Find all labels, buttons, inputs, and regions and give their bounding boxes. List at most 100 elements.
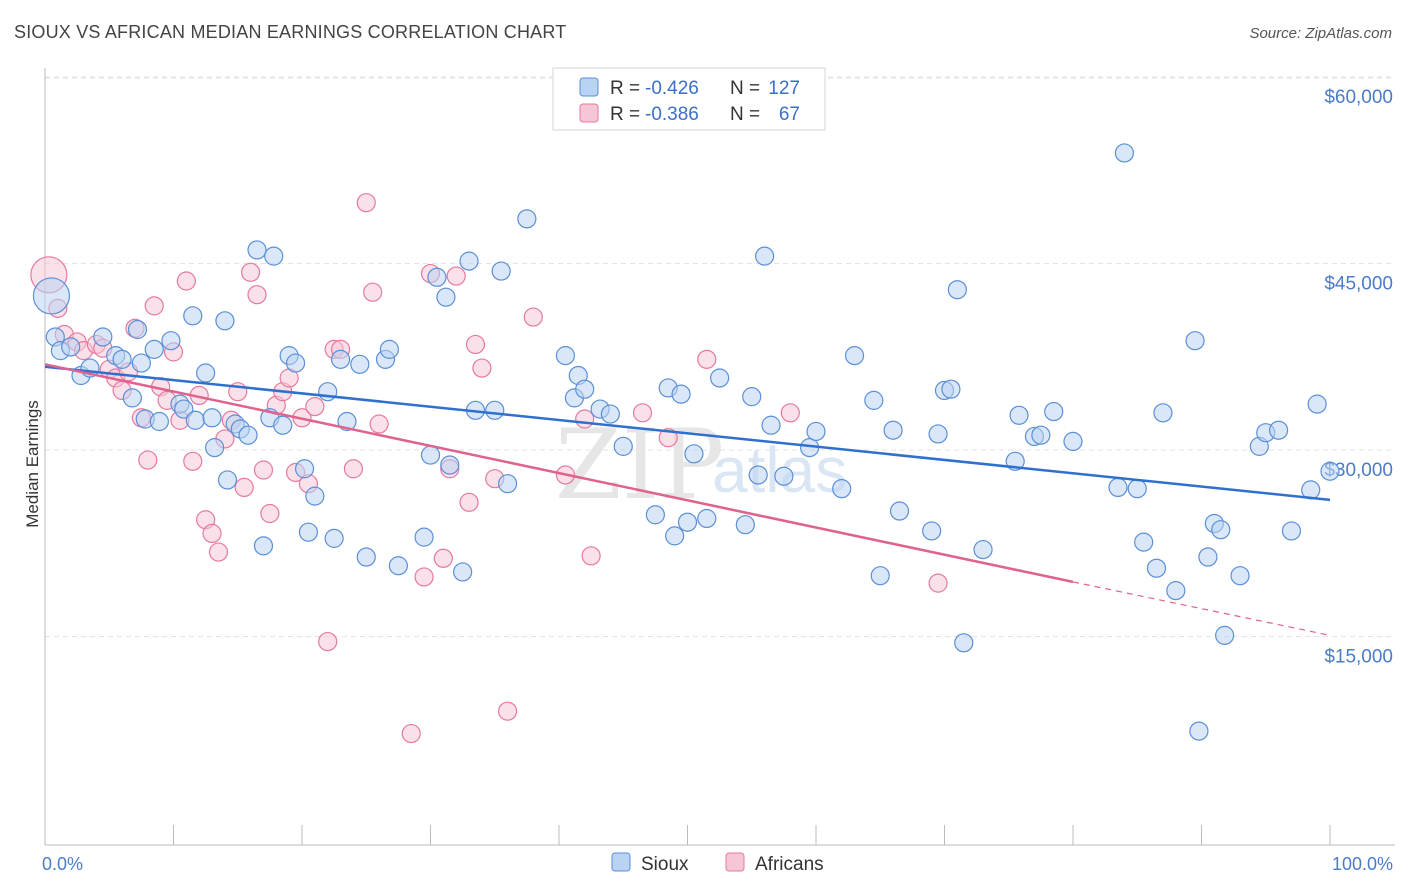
africans-point bbox=[433, 548, 453, 568]
sioux-point bbox=[973, 539, 993, 560]
sioux-point bbox=[485, 400, 505, 420]
sioux-point bbox=[93, 327, 113, 347]
x-tick-label-max: 100.0% bbox=[1332, 854, 1393, 874]
x-tick-labels: 0.0% 100.0% bbox=[42, 854, 1393, 874]
sioux-point bbox=[1044, 401, 1064, 422]
africans-point bbox=[446, 266, 466, 286]
sioux-point bbox=[1114, 143, 1135, 163]
africans-point bbox=[305, 396, 325, 417]
source-credit: Source: ZipAtlas.com bbox=[1249, 25, 1392, 42]
bottom-legend: Sioux Africans bbox=[611, 852, 824, 875]
africans-point bbox=[356, 193, 376, 213]
bottom-legend-africans-label: Africans bbox=[755, 854, 824, 875]
sioux-point bbox=[453, 562, 473, 582]
y-tick-label: $15,000 bbox=[1324, 647, 1393, 668]
africans-point bbox=[498, 701, 518, 721]
sioux-point bbox=[1230, 566, 1250, 586]
sioux-point bbox=[253, 536, 274, 556]
africans-point bbox=[369, 414, 389, 434]
sioux-point bbox=[947, 280, 967, 300]
sioux-point bbox=[131, 353, 151, 373]
sioux-point bbox=[517, 209, 537, 229]
sioux-point bbox=[1268, 420, 1289, 440]
legend-sioux-swatch bbox=[579, 77, 599, 97]
sioux-point bbox=[665, 526, 685, 546]
africans-point bbox=[343, 459, 363, 479]
africans-point bbox=[472, 358, 492, 378]
y-tick-label: $30,000 bbox=[1324, 460, 1393, 481]
sioux-point bbox=[613, 436, 633, 456]
sioux-point bbox=[183, 306, 203, 326]
sioux-point bbox=[161, 331, 181, 351]
sioux-point bbox=[928, 424, 948, 444]
sioux-point bbox=[298, 522, 319, 542]
sioux-point bbox=[1281, 521, 1302, 541]
sioux-point bbox=[498, 474, 518, 494]
africans-point bbox=[401, 723, 421, 744]
legend-africans-n-label: N = bbox=[730, 104, 760, 125]
africans-point bbox=[697, 349, 717, 369]
legend-sioux-n-label: N = bbox=[730, 78, 760, 99]
africans-point bbox=[780, 403, 800, 423]
africans-point bbox=[581, 546, 601, 566]
sioux-point bbox=[1134, 532, 1154, 552]
sioux-point bbox=[350, 354, 370, 374]
x-tick-label-min: 0.0% bbox=[42, 854, 83, 874]
legend-box: R = -0.426 N = 127 R = -0.386 N = 67 bbox=[552, 67, 826, 131]
sioux-point bbox=[305, 486, 325, 506]
africans-point bbox=[523, 307, 543, 327]
sioux-point bbox=[32, 277, 71, 315]
sioux-point bbox=[1320, 461, 1340, 481]
sioux-point bbox=[264, 246, 284, 266]
sioux-point bbox=[127, 319, 148, 340]
africans-point bbox=[632, 403, 653, 423]
sioux-point bbox=[459, 251, 479, 271]
africans-point bbox=[928, 573, 948, 593]
sioux-point bbox=[174, 399, 194, 419]
africans-point bbox=[575, 409, 595, 429]
sioux-point bbox=[1189, 721, 1209, 741]
sioux-point bbox=[427, 267, 447, 287]
grid-lines bbox=[45, 76, 1395, 637]
sioux-point bbox=[748, 465, 768, 485]
africans-trend-line bbox=[44, 363, 1074, 584]
sioux-point bbox=[149, 411, 169, 432]
sioux-point bbox=[217, 470, 238, 490]
sioux-point bbox=[1063, 431, 1083, 452]
sioux-point bbox=[671, 384, 691, 404]
sioux-point bbox=[645, 505, 665, 525]
bottom-legend-africans-swatch bbox=[725, 852, 745, 872]
legend-africans-n-value: 67 bbox=[779, 104, 800, 125]
sioux-point bbox=[954, 633, 974, 653]
sioux-point bbox=[185, 410, 205, 430]
sioux-point bbox=[324, 528, 344, 548]
sioux-point bbox=[832, 479, 852, 499]
sioux-point bbox=[1009, 405, 1029, 425]
sioux-point bbox=[883, 420, 903, 440]
sioux-point bbox=[273, 415, 293, 435]
sioux-point bbox=[144, 339, 164, 359]
sioux-point bbox=[414, 527, 434, 547]
sioux-point bbox=[555, 346, 576, 366]
sioux-point bbox=[1108, 477, 1128, 498]
africans-point bbox=[658, 428, 678, 448]
sioux-point bbox=[1307, 394, 1327, 414]
sioux-point bbox=[440, 455, 460, 475]
sioux-point bbox=[889, 501, 910, 521]
africans-point bbox=[241, 262, 261, 282]
sioux-point bbox=[754, 246, 775, 266]
legend-sioux-r-label: R = bbox=[610, 78, 640, 99]
sioux-point bbox=[1153, 403, 1173, 423]
sioux-point bbox=[697, 508, 717, 529]
sioux-point bbox=[420, 445, 441, 465]
africans-point bbox=[465, 334, 486, 355]
sioux-point bbox=[205, 438, 225, 458]
sioux-point bbox=[774, 466, 794, 486]
sioux-trend-line bbox=[44, 365, 1331, 502]
sioux-point bbox=[844, 346, 865, 366]
sioux-point bbox=[600, 404, 621, 424]
legend-sioux-r-value: -0.426 bbox=[645, 78, 699, 99]
axes bbox=[44, 68, 1395, 846]
sioux-point bbox=[388, 556, 408, 576]
